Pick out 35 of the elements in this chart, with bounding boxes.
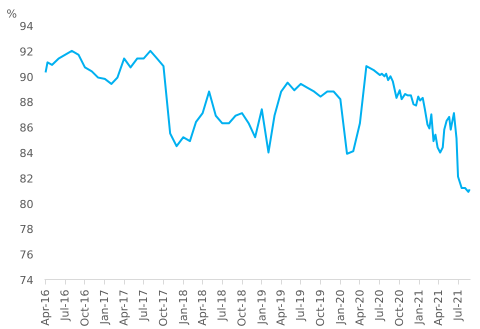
y-tick-label: 90	[20, 70, 34, 84]
x-tick-label: Jul-17	[137, 289, 150, 322]
x-tick-label: Oct-19	[314, 289, 328, 326]
x-tick-label: Oct-17	[156, 289, 170, 326]
x-tick-label: Jan-19	[255, 289, 268, 326]
y-axis-title: %	[6, 8, 17, 20]
y-tick-label: 86	[20, 122, 34, 135]
x-tick-label: Oct-16	[78, 289, 92, 326]
y-tick-label: 92	[20, 45, 34, 58]
x-tick-label: Jan-17	[98, 289, 112, 326]
x-tick-label: Jul-18	[216, 289, 229, 322]
x-tick-label: Apr-17	[118, 289, 131, 326]
x-tick-label: Oct-20	[392, 289, 406, 326]
y-tick-label: 74	[20, 274, 34, 287]
x-tick-label: Jul-19	[294, 289, 308, 322]
x-tick-label: Jul-16	[58, 289, 72, 322]
x-tick-label: Apr-18	[196, 289, 210, 326]
y-tick-label: 94	[20, 20, 34, 33]
y-tick-label: 78	[20, 223, 34, 236]
x-tick-label: Oct-18	[236, 289, 249, 326]
x-tick-label: Apr-16	[39, 289, 52, 326]
x-tick-label: Apr-19	[274, 289, 288, 326]
x-tick-label: Jan-21	[412, 289, 426, 326]
y-tick-label: 84	[20, 147, 34, 160]
x-tick-label: Jul-20	[372, 289, 386, 322]
y-tick-label: 76	[20, 248, 34, 262]
x-tick-label: Jan-20	[334, 289, 347, 326]
x-tick-label: Apr-21	[432, 289, 445, 326]
x-tick-label: Apr-20	[353, 289, 366, 326]
line-series	[44, 50, 470, 193]
x-tick-label: Jul-21	[452, 289, 465, 322]
y-tick-label: 88	[20, 96, 34, 110]
y-tick-label: 80	[20, 198, 34, 211]
y-tick-label: 82	[20, 172, 34, 186]
x-tick-label: Jan-18	[176, 289, 190, 326]
